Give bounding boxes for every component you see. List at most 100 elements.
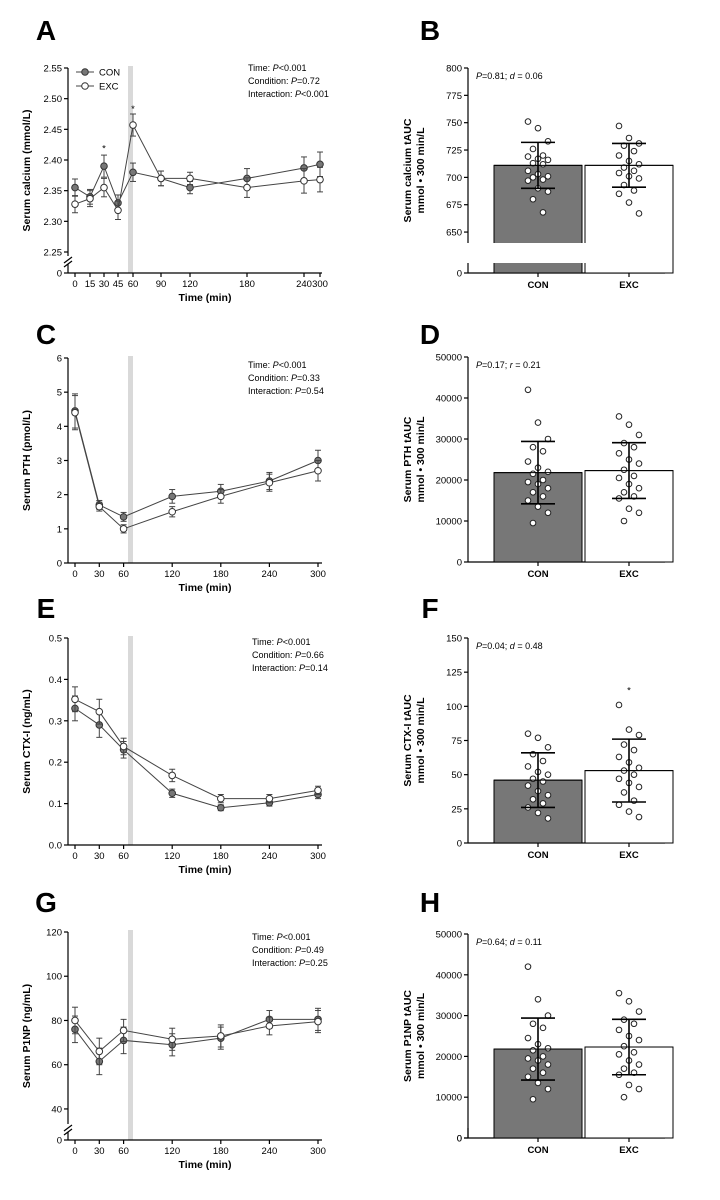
individual-point <box>625 134 633 142</box>
text-run: =0.66 <box>301 650 324 660</box>
individual-point <box>544 1061 552 1068</box>
stats-annotation-line: Interaction: P=0.14 <box>252 663 328 673</box>
individual-point <box>625 808 633 815</box>
italic-symbol: P <box>476 360 482 370</box>
text-run: Interaction: <box>252 663 299 673</box>
y-tick-label: 800 <box>446 64 462 75</box>
x-tick-label: 60 <box>118 851 129 862</box>
individual-point <box>625 998 633 1005</box>
individual-point <box>529 775 537 783</box>
data-point-exc <box>95 707 104 716</box>
individual-point <box>524 458 532 465</box>
individual-point <box>630 187 638 194</box>
individual-point <box>635 1008 643 1015</box>
individual-point <box>529 195 537 203</box>
data-point-exc <box>314 466 322 475</box>
y-tick-label: 0.2 <box>49 758 62 769</box>
individual-point <box>544 1085 552 1093</box>
individual-point <box>635 160 643 168</box>
y-tick-label: 25 <box>451 804 462 815</box>
x-tick-label: 240 <box>261 851 277 862</box>
series-line-con <box>74 707 319 809</box>
individual-point <box>524 177 532 184</box>
italic-symbol: d <box>510 641 516 651</box>
y-tick-label: 40 <box>51 1104 62 1115</box>
data-point-exc <box>129 121 137 129</box>
individual-point <box>635 460 643 467</box>
individual-point <box>539 1053 547 1060</box>
stats-annotation-line: Condition: P=0.66 <box>252 650 324 660</box>
individual-point <box>544 484 552 492</box>
data-point-exc <box>265 1022 274 1030</box>
individual-point <box>630 1020 638 1028</box>
individual-point <box>529 443 537 451</box>
individual-point <box>615 753 623 761</box>
data-point-exc <box>119 1026 128 1035</box>
text-run: Time: <box>252 637 277 647</box>
y-tick-label: 125 <box>446 668 462 679</box>
individual-point <box>534 809 542 817</box>
individual-point <box>534 419 542 426</box>
individual-point <box>635 1085 643 1093</box>
individual-point <box>620 489 628 496</box>
individual-point <box>529 1046 537 1054</box>
text-run: Condition: <box>248 76 291 86</box>
y-tick-label: 0.5 <box>49 634 62 645</box>
y-axis-label: Serum PTH tAUC <box>402 416 414 502</box>
individual-point <box>524 1073 532 1081</box>
individual-point <box>635 764 643 772</box>
x-tick-label: 30 <box>94 1146 105 1157</box>
individual-point <box>529 159 537 167</box>
text-run: Condition: <box>252 650 295 660</box>
axis-break-gap <box>469 243 666 263</box>
individual-point <box>524 730 532 737</box>
y-tick-label: 2.55 <box>44 64 63 75</box>
individual-point <box>630 167 638 175</box>
individual-point <box>630 771 638 778</box>
data-point-con <box>168 492 176 501</box>
data-point-exc <box>114 206 122 215</box>
y-tick-label: 2 <box>57 490 62 501</box>
text-run: Condition: <box>248 373 291 383</box>
individual-point <box>615 169 623 177</box>
data-point-exc <box>119 525 128 533</box>
data-point-exc <box>95 502 104 511</box>
data-point-exc <box>314 786 322 795</box>
stats-annotation-line: Interaction: P=0.25 <box>252 958 328 968</box>
y-tick-label: 0.4 <box>49 675 62 686</box>
x-tick-label: 90 <box>156 279 167 290</box>
y-tick-label: 0.1 <box>49 799 62 810</box>
x-tick-label: 180 <box>239 279 255 290</box>
x-tick-label: 15 <box>85 279 96 290</box>
individual-point <box>615 701 623 709</box>
x-tick-label: EXC <box>619 850 639 861</box>
italic-symbol: P <box>476 937 482 947</box>
individual-point <box>630 147 638 155</box>
individual-point <box>524 386 532 394</box>
italic-symbol: P <box>291 76 297 86</box>
legend-marker <box>81 68 89 76</box>
intervention-shade <box>128 356 133 563</box>
y-tick-label: 120 <box>46 928 62 939</box>
panel-label-B: B <box>420 15 440 46</box>
y-tick-label: 5 <box>57 388 62 399</box>
series-line-con <box>74 163 321 205</box>
x-tick-label: 30 <box>99 279 110 290</box>
data-point-exc <box>157 174 165 183</box>
text-run: Time: <box>248 63 273 73</box>
x-tick-label: 300 <box>310 851 326 862</box>
significance-marker: * <box>102 144 106 155</box>
stats-annotation-line: Time: P<0.001 <box>252 932 310 942</box>
x-tick-label: 30 <box>94 851 105 862</box>
y-tick-label: 2.50 <box>44 94 63 105</box>
individual-point <box>544 509 552 517</box>
y-tick-label: 0.3 <box>49 716 62 727</box>
y-tick-label: 30000 <box>436 1011 462 1022</box>
x-tick-label: 300 <box>310 569 326 580</box>
data-point-exc <box>71 695 79 704</box>
italic-symbol: P <box>291 373 297 383</box>
y-axis-label-units: mmol • 300 min/L <box>415 127 427 214</box>
individual-point <box>539 152 547 159</box>
y-axis-label-units: mmol • 300 min/L <box>415 416 427 503</box>
